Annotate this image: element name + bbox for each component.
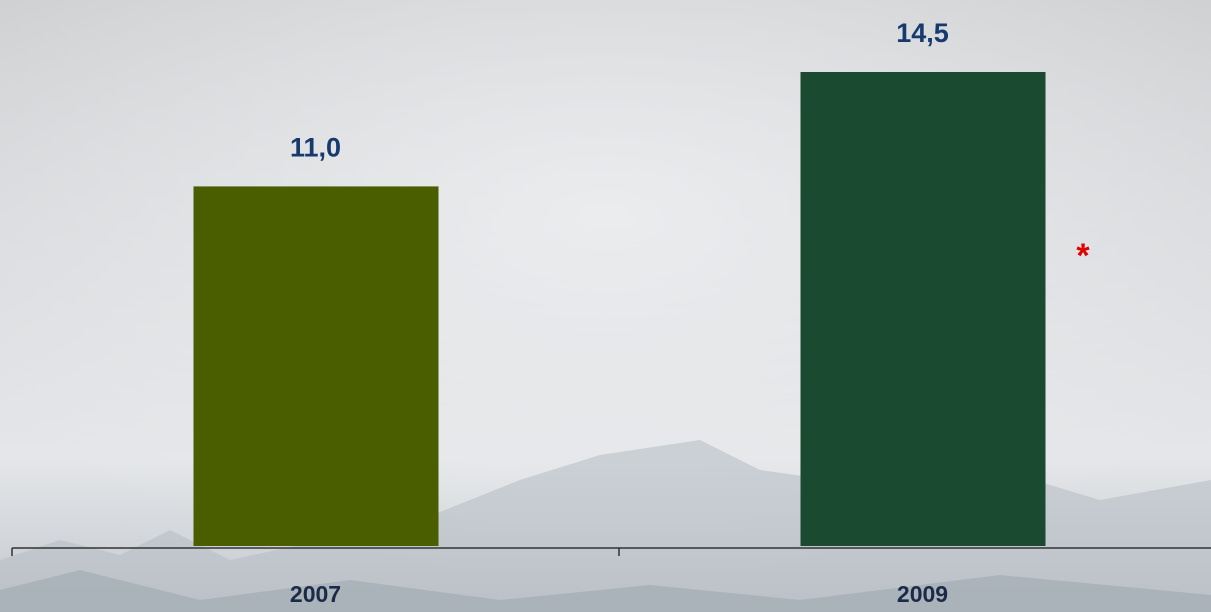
value-label: 14,5: [896, 18, 949, 48]
chart: * 11,0 2007 14,5 2009: [0, 0, 1211, 612]
bar: [194, 186, 439, 546]
annotation: *: [1076, 237, 1090, 275]
x-tick-label: 2009: [897, 581, 948, 607]
page: * 11,0200714,52009 (() => { const data =…: [0, 0, 1211, 612]
value-label: 11,0: [290, 133, 341, 163]
bar: [801, 72, 1046, 546]
x-tick-label: 2007: [290, 581, 341, 607]
